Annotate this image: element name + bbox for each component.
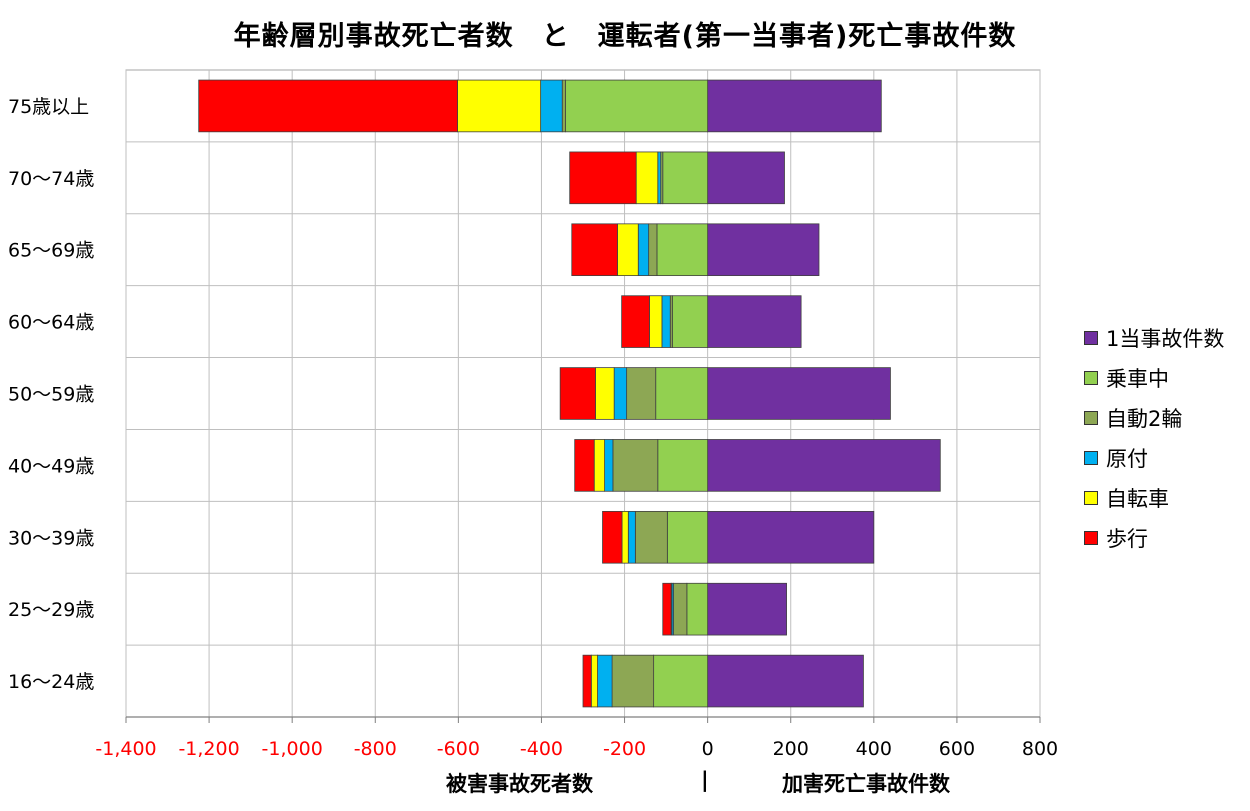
category-label: 65〜69歳 xyxy=(8,240,94,262)
bar-segment xyxy=(559,367,596,420)
bar-segment xyxy=(604,439,614,492)
legend-swatch xyxy=(1084,371,1098,385)
legend: 1当事故件数 乗車中自動2輪原付自転車歩行 xyxy=(1084,318,1224,558)
legend-swatch xyxy=(1084,531,1098,545)
legend-item: 歩行 xyxy=(1084,518,1224,558)
legend-item: 自動2輪 xyxy=(1084,398,1224,438)
bar-segment xyxy=(656,223,709,277)
bar-segment xyxy=(597,654,613,708)
bar-segment xyxy=(707,223,820,277)
bar-segment xyxy=(707,79,882,133)
x-tick-label: -800 xyxy=(354,738,397,760)
x-tick-label: -200 xyxy=(603,738,646,760)
bar-segment xyxy=(635,151,659,205)
bar-segment xyxy=(565,79,709,133)
bar-segment xyxy=(662,582,672,636)
bar-segment xyxy=(198,79,458,133)
category-label: 16〜24歳 xyxy=(8,671,94,693)
bar-segment xyxy=(593,439,606,492)
bar-segment xyxy=(613,367,628,420)
bar-segment xyxy=(457,79,542,133)
bar-segment xyxy=(634,510,668,564)
bar-segment xyxy=(595,367,615,420)
left-axis-title: 被害事故死者数 xyxy=(446,772,593,796)
legend-swatch xyxy=(1084,411,1098,425)
bar-segment xyxy=(686,582,709,636)
legend-label: 自転車 xyxy=(1106,487,1169,511)
bar-segment xyxy=(673,582,688,636)
x-tick-label: 0 xyxy=(702,738,714,760)
bar-segment xyxy=(621,510,629,564)
x-tick-label: -1,000 xyxy=(262,738,323,760)
bar-segment xyxy=(569,151,637,205)
bar-segment xyxy=(617,223,639,277)
bar-segment xyxy=(611,654,655,708)
bar-segment xyxy=(590,654,598,708)
bar-segment xyxy=(649,295,663,348)
category-label: 25〜29歳 xyxy=(8,599,94,621)
legend-item: 乗車中 xyxy=(1084,358,1224,398)
bar-segment xyxy=(707,295,802,348)
category-label: 40〜49歳 xyxy=(8,455,94,477)
bar-segment xyxy=(612,439,659,492)
bar-segment xyxy=(621,295,650,348)
bar-segment xyxy=(561,79,566,133)
bar-segment xyxy=(653,654,709,708)
legend-label: 原付 xyxy=(1106,447,1148,471)
legend-swatch xyxy=(1084,331,1098,345)
x-tick-label: 600 xyxy=(939,738,975,760)
legend-item: 1当事故件数 xyxy=(1084,318,1224,358)
category-label: 70〜74歳 xyxy=(8,168,94,190)
legend-label: 乗車中 xyxy=(1106,367,1169,391)
bar-segment xyxy=(657,151,662,205)
legend-label: 1当事故件数 xyxy=(1106,327,1225,351)
bar-segment xyxy=(661,295,671,348)
category-label: 75歳以上 xyxy=(8,96,89,118)
category-label: 60〜64歳 xyxy=(8,312,94,334)
bar-segment xyxy=(707,439,941,492)
legend-item: 自転車 xyxy=(1084,478,1224,518)
bar-segment xyxy=(637,223,650,277)
x-tick-label: 400 xyxy=(856,738,892,760)
bar-segment xyxy=(602,510,623,564)
right-axis-title: 加害死亡事故件数 xyxy=(782,772,950,796)
bar-segment xyxy=(540,79,563,133)
bar-segment xyxy=(571,223,618,277)
bar-segment xyxy=(655,367,709,420)
bar-segment xyxy=(666,510,709,564)
bar-segment xyxy=(707,654,864,708)
bar-segment xyxy=(626,367,657,420)
bar-segment xyxy=(707,582,787,636)
category-label: 50〜59歳 xyxy=(8,384,94,406)
bar-segment xyxy=(627,510,636,564)
x-tick-label: -1,400 xyxy=(95,738,156,760)
x-tick-label: -400 xyxy=(520,738,563,760)
axis-divider: | xyxy=(701,768,709,792)
bar-segment xyxy=(707,367,891,420)
chart-title: 年齢層別事故死亡者数 と 運転者(第一当事者)死亡事故件数 xyxy=(233,21,1017,52)
x-tick-label: -1,200 xyxy=(178,738,239,760)
bar-segment xyxy=(574,439,595,492)
bar-segment xyxy=(657,439,709,492)
legend-label: 歩行 xyxy=(1106,527,1148,551)
bar-segment xyxy=(707,151,785,205)
legend-swatch xyxy=(1084,451,1098,465)
legend-label: 自動2輪 xyxy=(1106,407,1183,431)
x-tick-label: -600 xyxy=(437,738,480,760)
bar-segment xyxy=(707,510,875,564)
category-label: 30〜39歳 xyxy=(8,527,94,549)
legend-item: 原付 xyxy=(1084,438,1224,478)
x-tick-label: 200 xyxy=(773,738,809,760)
bar-segment xyxy=(671,295,709,348)
bar-segment xyxy=(648,223,658,277)
x-tick-label: 800 xyxy=(1022,738,1058,760)
bar-segment xyxy=(662,151,709,205)
bar-segment xyxy=(582,654,592,708)
legend-swatch xyxy=(1084,491,1098,505)
